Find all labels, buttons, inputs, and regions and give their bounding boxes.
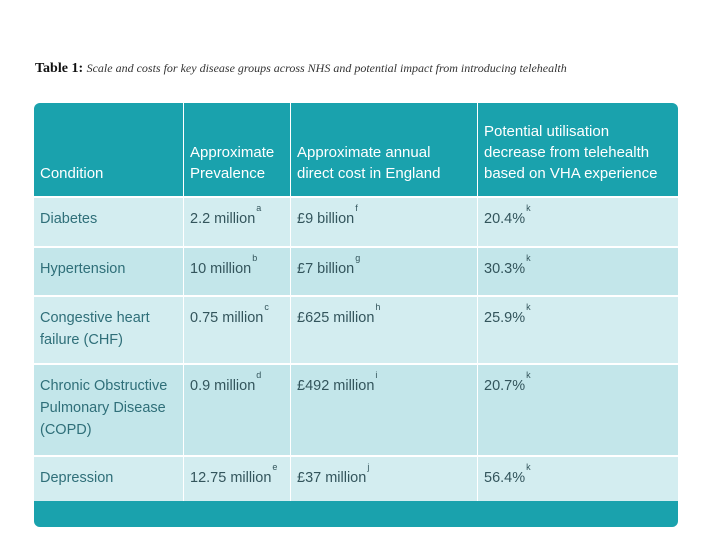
caption-text: Scale and costs for key disease groups a…	[86, 61, 567, 75]
header-condition: Condition	[40, 165, 104, 182]
cell-condition: Congestive heart failure (CHF)	[40, 310, 150, 348]
cell-condition: Depression	[40, 470, 114, 486]
header-prevalence: Approximate Prevalence	[183, 103, 290, 196]
cell-decrease: 56.4% k	[477, 457, 678, 506]
cell-condition: Diabetes	[40, 211, 98, 227]
table-caption: Table 1: Scale and costs for key disease…	[35, 61, 567, 77]
table-row: Depression 12.75 million e £37 million j 5…	[34, 455, 678, 506]
table-row: Hypertension 10 million b £7 billion g 30.…	[34, 246, 678, 295]
cell-prevalence: 0.9 million d	[183, 365, 290, 455]
table-footer-band	[34, 501, 678, 527]
cell-prevalence: 2.2 million a	[183, 198, 290, 246]
table-row: Diabetes 2.2 million a £9 billion f 20.4% k	[34, 196, 678, 246]
header-annual-cost: Approximate annual direct cost in Englan…	[290, 103, 477, 196]
table-row: Congestive heart failure (CHF) 0.75 mill…	[34, 295, 678, 363]
cell-prevalence: 10 million b	[183, 248, 290, 295]
cell-decrease: 20.7% k	[477, 365, 678, 455]
cell-condition: Chronic Obstructive Pulmonary Disease (C…	[40, 378, 168, 438]
cell-cost: £625 million h	[290, 297, 477, 363]
header-utilisation-decrease: Potential utilisation decrease from tele…	[477, 103, 678, 196]
cell-cost: £37 million j	[290, 457, 477, 506]
cell-decrease: 25.9% k	[477, 297, 678, 363]
disease-cost-table: Condition Approximate Prevalence Approxi…	[34, 103, 678, 527]
cell-prevalence: 12.75 million e	[183, 457, 290, 506]
cell-cost: £7 billion g	[290, 248, 477, 295]
cell-decrease: 20.4% k	[477, 198, 678, 246]
table-header-row: Condition Approximate Prevalence Approxi…	[34, 103, 678, 196]
cell-cost: £9 billion f	[290, 198, 477, 246]
cell-prevalence: 0.75 million c	[183, 297, 290, 363]
caption-label: Table 1:	[35, 61, 84, 76]
cell-cost: £492 million i	[290, 365, 477, 455]
cell-decrease: 30.3% k	[477, 248, 678, 295]
table-row: Chronic Obstructive Pulmonary Disease (C…	[34, 363, 678, 455]
cell-condition: Hypertension	[40, 261, 126, 277]
